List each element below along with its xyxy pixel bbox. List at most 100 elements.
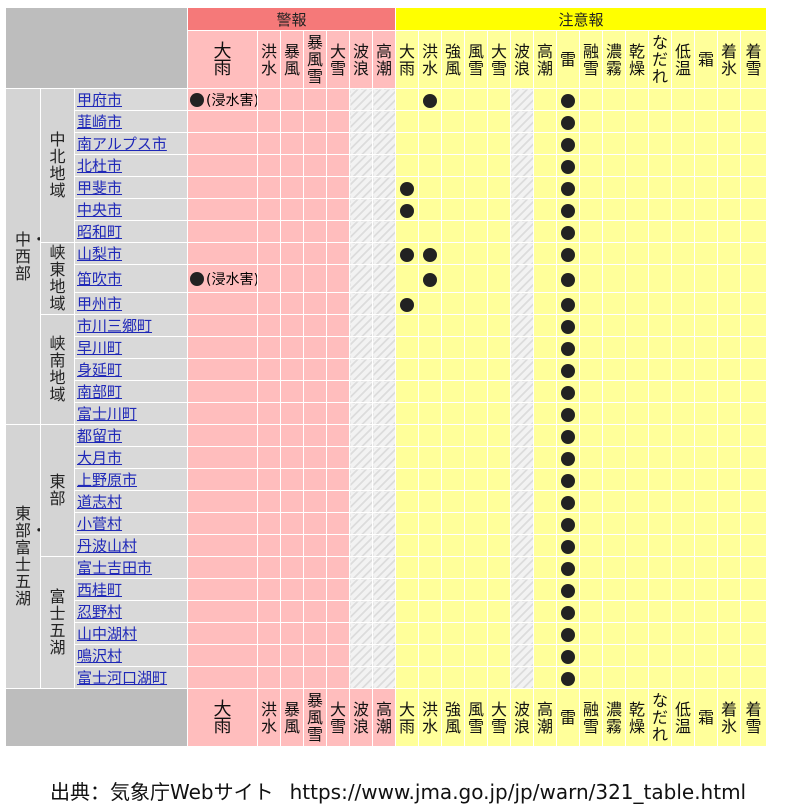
municipality-link[interactable]: 市川三郷町: [77, 317, 153, 335]
source-credit: 出典：気象庁Webサイト https://www.jma.go.jp/jp/war…: [50, 776, 746, 805]
warning-cell-na: [372, 578, 397, 601]
warning-cell: [280, 666, 305, 689]
municipality-link[interactable]: 小菅村: [77, 515, 123, 533]
warning-advisory-table: 警報 注意報 大雨 洪水 暴風 暴風雪 大雪 波浪 高潮 大雨 洪水 強風 風雪 大雪 波浪 高潮雷融雪 濃霧乾…: [4, 7, 768, 747]
municipality-link[interactable]: 笛吹市: [77, 270, 123, 288]
warning-cell: [326, 468, 351, 491]
warning-cell-na: [349, 578, 374, 601]
municipality-link[interactable]: 西桂町: [77, 581, 123, 599]
municipality-link[interactable]: 富士吉田市: [77, 559, 153, 577]
municipality-link[interactable]: 富士河口湖町: [77, 669, 168, 687]
advisory-dot-icon: [561, 451, 576, 466]
municipality-link[interactable]: 忍野村: [77, 603, 123, 621]
warning-cell: [303, 380, 328, 403]
column-label: 大雨: [399, 699, 416, 736]
advisory-cell: [648, 600, 673, 623]
municipality-link[interactable]: 上野原市: [77, 471, 138, 489]
warning-cell-na: [372, 380, 397, 403]
municipality-link[interactable]: 北杜市: [77, 157, 123, 175]
municipality-link[interactable]: 甲府市: [77, 91, 123, 109]
advisory-col-13: 霜: [694, 688, 719, 747]
advisory-cell: [717, 292, 742, 315]
advisory-cell: [717, 600, 742, 623]
municipality-link[interactable]: 南部町: [77, 383, 123, 401]
advisory-cell: [556, 666, 581, 689]
table-row: 中央市: [6, 198, 768, 221]
municipality-link[interactable]: 南アルプス市: [77, 135, 167, 153]
municipality-link[interactable]: 富士川町: [77, 405, 138, 423]
advisory-cell: [648, 424, 673, 447]
advisory-cell: [740, 402, 768, 425]
advisory-col-7: 雷: [556, 30, 581, 89]
municipality-link[interactable]: 丹波山村: [77, 537, 138, 555]
municipality-link[interactable]: 道志村: [77, 493, 123, 511]
advisory-cell: [625, 336, 650, 359]
advisory-cell: [579, 264, 604, 293]
advisory-col-13: 霜: [694, 30, 719, 89]
advisory-cell: [579, 600, 604, 623]
municipality-link[interactable]: 山梨市: [77, 245, 123, 263]
municipality-link[interactable]: 韮崎市: [77, 113, 123, 131]
advisory-col-4: 大雪: [487, 688, 512, 747]
warning-cell-na: [349, 154, 374, 177]
warning-cell: [326, 336, 351, 359]
advisory-cell: [487, 220, 512, 243]
advisory-cell: [648, 88, 673, 111]
advisory-cell: [625, 292, 650, 315]
warning-cell: [326, 242, 351, 265]
municipality-link[interactable]: 山中湖村: [77, 625, 138, 643]
advisory-cell: [395, 534, 420, 557]
advisory-cell: [395, 644, 420, 667]
warning-cell: [326, 88, 351, 111]
municipality-cell: 道志村: [73, 490, 189, 513]
municipality-link[interactable]: 昭和町: [77, 223, 123, 241]
table-row: 小菅村: [6, 512, 768, 535]
warning-cell: [303, 446, 328, 469]
warning-col-1: 洪水: [257, 30, 282, 89]
advisory-cell: [487, 264, 512, 293]
advisory-cell: [740, 644, 768, 667]
warning-cell: [303, 358, 328, 381]
region-label: 中・西部: [5, 88, 41, 425]
warning-cell: [187, 402, 259, 425]
municipality-link[interactable]: 都留市: [77, 427, 123, 445]
advisory-cell: [441, 556, 466, 579]
warning-cell-na: [372, 242, 397, 265]
municipality-link[interactable]: 鳴沢村: [77, 647, 123, 665]
advisory-cell: [671, 242, 696, 265]
advisory-cell: [625, 358, 650, 381]
municipality-link[interactable]: 甲斐市: [77, 179, 123, 197]
warning-cell: [280, 644, 305, 667]
advisory-dot-icon: [561, 93, 576, 108]
warning-cell-na: [349, 512, 374, 535]
advisory-col-4: 大雪: [487, 30, 512, 89]
advisory-col-0: 大雨: [395, 30, 420, 89]
municipality-link[interactable]: 中央市: [77, 201, 123, 219]
warning-cell: [257, 578, 282, 601]
municipality-link[interactable]: 身延町: [77, 361, 123, 379]
municipality-link[interactable]: 甲州市: [77, 295, 123, 313]
warning-cell: [280, 424, 305, 447]
advisory-cell: [625, 380, 650, 403]
column-label: 強風: [445, 699, 462, 736]
advisory-cell: [694, 380, 719, 403]
advisory-cell: [648, 446, 673, 469]
advisory-cell: [464, 132, 489, 155]
advisory-dot-icon: [561, 115, 576, 130]
municipality-link[interactable]: 早川町: [77, 339, 123, 357]
advisory-cell: [487, 600, 512, 623]
warning-col-6: 高潮: [372, 688, 397, 747]
warning-cell: [326, 622, 351, 645]
municipality-link[interactable]: 大月市: [77, 449, 123, 467]
advisory-cell: [579, 198, 604, 221]
column-label: 濃霧: [606, 699, 623, 736]
warning-col-3: 暴風雪: [303, 688, 328, 747]
advisory-cell: [395, 578, 420, 601]
advisory-cell: [694, 88, 719, 111]
advisory-cell-na: [510, 402, 535, 425]
warning-cell: [257, 110, 282, 133]
region-label-text: 東部・富士五湖: [15, 504, 40, 608]
advisory-cell: [441, 666, 466, 689]
table-row: 大月市: [6, 446, 768, 469]
advisory-cell: [671, 220, 696, 243]
